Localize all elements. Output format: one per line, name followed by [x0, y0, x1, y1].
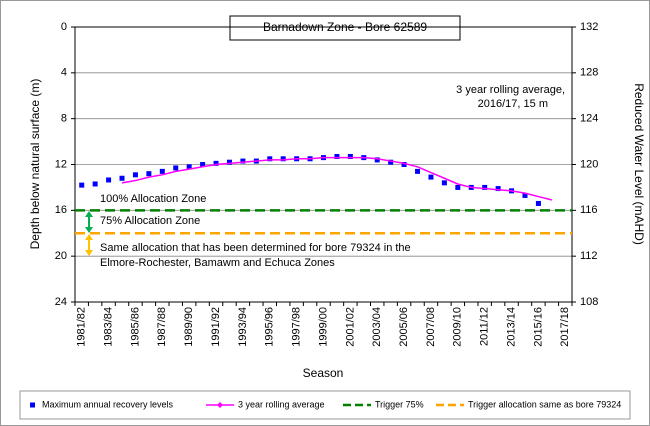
y2-tick-label: 124 [580, 113, 598, 125]
annotation: Elmore-Rochester, Bamawm and Echuca Zone… [100, 257, 335, 269]
title-box [229, 15, 461, 41]
x-tick-label: 2009/10 [452, 307, 464, 347]
y-tick-label: 12 [55, 158, 67, 170]
y-tick-label: 16 [55, 204, 67, 216]
y2-tick-label: 132 [580, 21, 598, 33]
y2-tick-label: 116 [580, 204, 598, 216]
x-tick-label: 2017/18 [559, 307, 571, 347]
marker [388, 159, 394, 165]
marker [92, 181, 98, 187]
x-tick-label: 1981/82 [76, 307, 88, 347]
legend-label: Trigger allocation same as bore 79324 [468, 399, 621, 409]
marker [146, 171, 152, 177]
marker [79, 182, 85, 188]
x-tick-label: 1999/00 [317, 307, 329, 347]
marker [522, 192, 528, 198]
x-axis-label: Season [303, 366, 344, 380]
annotation: 3 year rolling average, [456, 84, 565, 96]
x-tick-label: 1985/86 [129, 307, 141, 347]
x-tick-label: 2013/14 [505, 307, 517, 347]
marker [267, 156, 273, 162]
annotation: 75% Allocation Zone [100, 215, 200, 227]
marker [240, 158, 246, 164]
x-tick-label: 1989/90 [183, 307, 195, 347]
y-tick-label: 0 [61, 21, 67, 33]
legend-label: Trigger 75% [375, 399, 424, 409]
x-tick-label: 2007/08 [425, 307, 437, 347]
annotation: 100% Allocation Zone [100, 193, 206, 205]
x-tick-label: 1995/96 [264, 307, 276, 347]
x-tick-label: 1991/92 [210, 307, 222, 347]
y2-tick-label: 112 [580, 250, 598, 262]
legend-box [19, 390, 631, 420]
marker [455, 184, 461, 190]
marker [441, 180, 447, 186]
marker [535, 200, 541, 206]
y-tick-label: 8 [61, 113, 67, 125]
legend-swatch [30, 402, 35, 408]
marker [401, 162, 407, 167]
green-arrow [85, 211, 93, 233]
y-tick-label: 20 [55, 250, 67, 262]
marker [132, 172, 138, 178]
x-tick-label: 2015/16 [532, 307, 544, 347]
marker [280, 156, 286, 162]
marker [495, 186, 501, 192]
legend-swatch [217, 402, 223, 408]
legend-label: 3 year rolling average [238, 399, 325, 409]
plot-border [74, 26, 573, 303]
x-tick-label: 2003/04 [371, 307, 383, 347]
y2-tick-label: 128 [580, 67, 598, 79]
marker [347, 153, 353, 159]
x-tick-label: 1997/98 [291, 307, 303, 347]
x-tick-label: 1987/88 [156, 307, 168, 347]
marker [482, 184, 488, 190]
annotation: Same allocation that has been determined… [100, 242, 411, 254]
marker [159, 168, 165, 174]
x-tick-label: 1983/84 [102, 307, 114, 347]
legend-label: Maximum annual recovery levels [42, 399, 174, 409]
annotation: 2016/17, 15 m [478, 98, 548, 110]
marker [106, 177, 112, 183]
x-tick-label: 2005/06 [398, 307, 410, 347]
y2-axis-label: Reduced Water Level (mAHD) [632, 83, 646, 245]
x-tick-label: 2001/02 [344, 307, 356, 347]
marker [374, 157, 380, 163]
marker [415, 168, 421, 174]
y-tick-label: 4 [61, 67, 67, 79]
marker [226, 159, 232, 165]
marker [334, 153, 340, 159]
orange-arrow [85, 234, 93, 256]
marker [119, 175, 125, 181]
marker [428, 174, 434, 180]
marker [186, 164, 192, 170]
x-tick-label: 2011/12 [479, 307, 491, 346]
marker [173, 165, 179, 171]
rolling-line [121, 156, 553, 201]
y-tick-label: 24 [55, 296, 67, 308]
marker [200, 162, 206, 167]
x-tick-label: 1993/94 [237, 307, 249, 347]
marker [213, 160, 219, 166]
y2-tick-label: 108 [580, 296, 598, 308]
y-axis-label: Depth below natural surface (m) [28, 79, 42, 250]
y2-tick-label: 120 [580, 158, 598, 170]
